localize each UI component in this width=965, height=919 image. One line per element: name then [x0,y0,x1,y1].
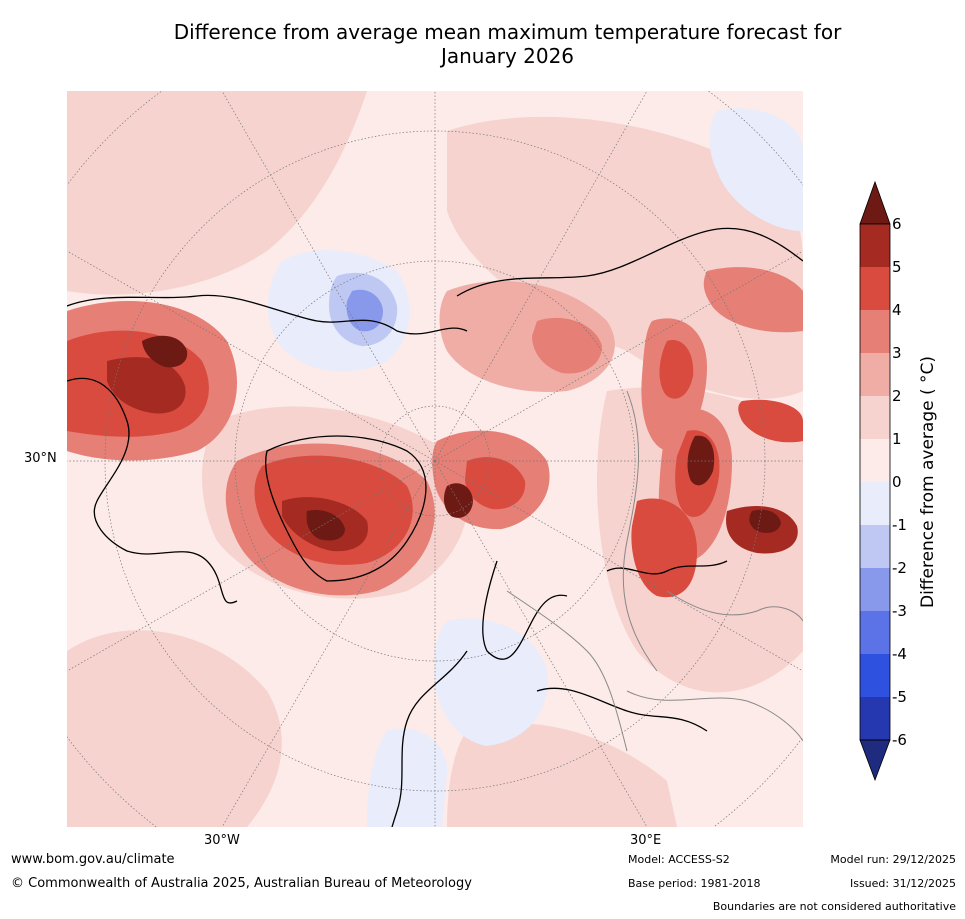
warm-region [465,457,526,510]
colorbar-tick-6: 6 [892,215,902,233]
colorbar-band-3-4 [860,310,890,353]
warm-region [142,335,188,368]
colorbar-tick-m4: -4 [892,645,907,663]
website-url[interactable]: www.bom.gov.au/climate [11,852,175,867]
warm-region [631,498,697,598]
warm-region [703,267,803,333]
warm-region [107,357,186,414]
cool-region [434,618,548,746]
warm-region [532,317,602,374]
warm-region [306,510,345,541]
anomaly-region [67,91,367,295]
colorbar-band-m3-m2 [860,568,890,611]
colorbar-band-m1-0 [860,482,890,525]
colorbar-band-1-2 [860,396,890,439]
colorbar-band-m4-m3 [860,611,890,654]
colorbar-label: Difference from average ( °C) [918,355,938,609]
model-name: Model: ACCESS-S2 [628,853,730,866]
colorbar-over-arrow [859,180,891,225]
title-line-1: Difference from average mean maximum tem… [173,20,842,44]
issued-date: Issued: 31/12/2025 [849,877,956,890]
warm-region [749,509,781,533]
copyright-notice: © Commonwealth of Australia 2025, Austra… [11,876,472,891]
boundaries-disclaimer: Boundaries are not considered authoritat… [712,900,956,913]
anomaly-region [67,630,282,827]
latitude-label-30n: 30°N [24,451,57,466]
colorbar-tick-3: 3 [892,344,902,362]
anomaly-region [447,116,803,399]
colorbar-tick-4: 4 [892,301,902,319]
colorbar-band-m5-m4 [860,654,890,697]
colorbar-tick-m2: -2 [892,559,907,577]
colorbar-tick-m3: -3 [892,602,907,620]
warm-region [659,340,694,399]
longitude-label-30e: 30°E [630,833,662,848]
colorbar-band-m2-m1 [860,525,890,568]
colorbar-tick-2: 2 [892,387,902,405]
cool-region [709,108,803,231]
colorbar-band-2-3 [860,353,890,396]
colorbar-band-5-6 [860,224,890,267]
colorbar-band-m6-m5 [860,697,890,740]
colorbar [859,180,891,782]
colorbar-tick-m5: -5 [892,688,907,706]
colorbar-tick-0: 0 [892,473,902,491]
colorbar-tick-5: 5 [892,258,902,276]
warm-region [738,399,803,443]
title-line-2: January 2026 [440,44,575,68]
warm-region [687,435,715,486]
colorbar-under-arrow [859,739,891,782]
base-period: Base period: 1981-2018 [628,877,761,890]
warm-region [443,483,473,518]
country-borders [506,390,803,752]
chart-title: Difference from average mean maximum tem… [60,20,955,68]
longitude-label-30w: 30°W [204,833,240,848]
cool-region [367,728,447,827]
model-run-date: Model run: 29/12/2025 [830,853,956,866]
graticule [67,91,803,827]
colorbar-tick-m6: -6 [892,731,907,749]
colorbar-tick-1: 1 [892,430,902,448]
coastlines [67,227,803,827]
temperature-anomaly-map [67,91,803,827]
anomaly-region [447,723,677,827]
colorbar-band-0-1 [860,439,890,482]
colorbar-tick-m1: -1 [892,516,907,534]
colorbar-band-4-5 [860,267,890,310]
